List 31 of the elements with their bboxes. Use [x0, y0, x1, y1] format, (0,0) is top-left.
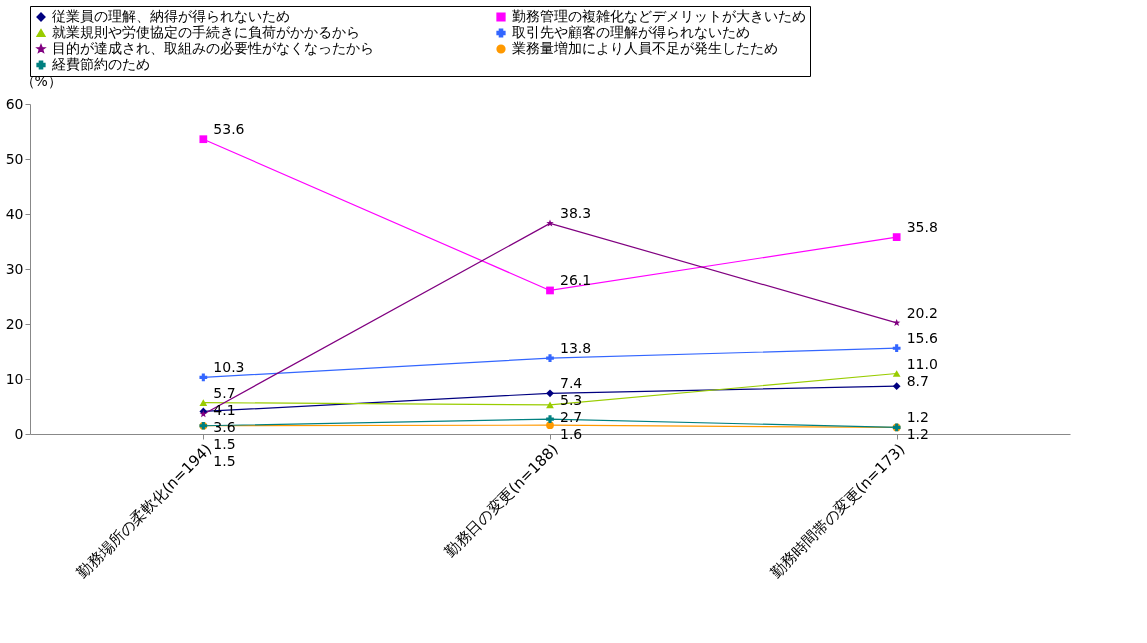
data-label: 10.3 — [213, 359, 245, 376]
data-label: 8.7 — [906, 372, 929, 389]
data-label: 5.7 — [213, 384, 236, 401]
data-label: 11.0 — [906, 355, 938, 372]
legend-label: 従業員の理解、納得が得られないため — [52, 8, 290, 24]
y-tick-label: 60 — [5, 95, 24, 112]
data-label: 38.3 — [560, 205, 592, 222]
data-label: 1.2 — [906, 409, 929, 426]
y-tick-label: 10 — [5, 370, 24, 387]
y-tick-label: 20 — [5, 315, 24, 332]
data-label: 26.1 — [560, 272, 592, 289]
legend-label: 経費節約のため — [51, 56, 150, 72]
data-label: 13.8 — [560, 340, 592, 357]
data-label: 1.6 — [560, 426, 583, 443]
data-label: 35.8 — [906, 219, 938, 236]
data-label: 1.2 — [906, 426, 929, 443]
y-tick-label: 50 — [5, 150, 24, 167]
data-label: 53.6 — [213, 121, 245, 138]
y-tick-label: 0 — [14, 425, 24, 442]
legend-label: 就業規則や労使協定の手続きに負荷がかかるから — [52, 24, 360, 40]
legend-label: 目的が達成され、取組みの必要性がなくなったから — [52, 40, 374, 56]
legend-label: 業務量増加により人員不足が発生したため — [512, 40, 778, 56]
data-label: 20.2 — [906, 304, 938, 321]
data-label: 7.4 — [560, 375, 583, 392]
data-label: 15.6 — [906, 330, 938, 347]
y-tick-label: 30 — [5, 260, 24, 277]
data-label: 1.5 — [213, 435, 236, 452]
data-label: 1.5 — [213, 452, 236, 469]
y-tick-label: 40 — [5, 205, 24, 222]
legend-label: 取引先や顧客の理解が得られないため — [512, 24, 750, 40]
legend-label: 勤務管理の複雑化などデメリットが大きいため — [512, 8, 806, 24]
